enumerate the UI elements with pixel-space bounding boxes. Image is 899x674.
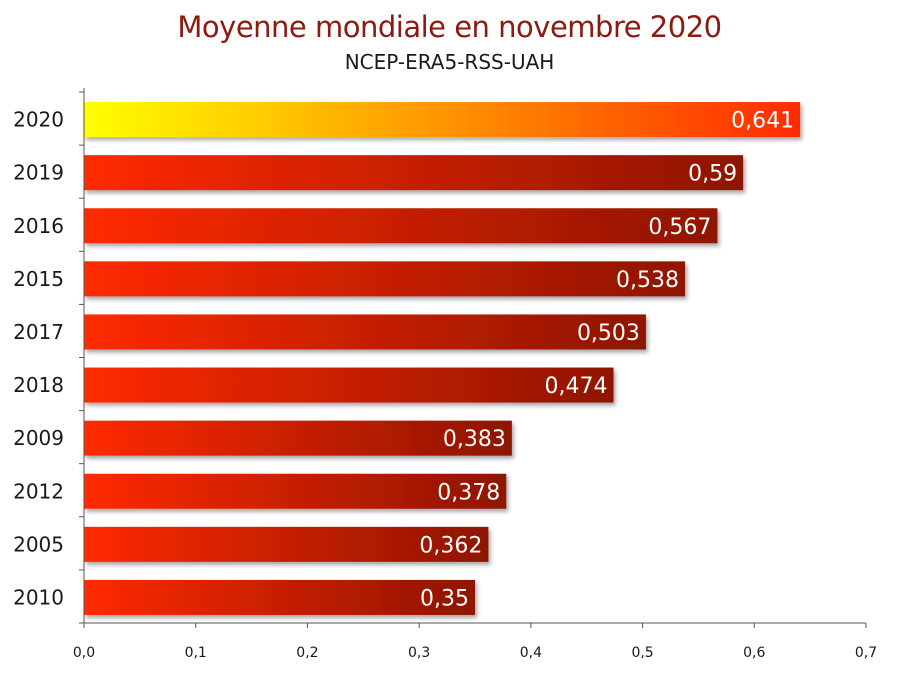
x-tick-label: 0,1 xyxy=(185,645,207,661)
bar-2005 xyxy=(84,526,489,562)
value-label-2019: 0,59 xyxy=(688,162,737,187)
category-label-2009: 2009 xyxy=(13,426,64,450)
chart-title: Moyenne mondiale en novembre 2020 xyxy=(177,10,722,44)
category-label-2020: 2020 xyxy=(13,108,64,132)
value-label-2015: 0,538 xyxy=(616,268,679,293)
value-label-2009: 0,383 xyxy=(443,427,506,452)
category-label-2015: 2015 xyxy=(13,267,64,291)
bar-2010 xyxy=(84,579,475,615)
value-label-2016: 0,567 xyxy=(648,215,711,240)
category-label-2010: 2010 xyxy=(13,585,64,609)
value-label-2012: 0,378 xyxy=(437,480,500,505)
value-label-2018: 0,474 xyxy=(545,374,608,399)
value-label-2010: 0,35 xyxy=(420,586,469,611)
x-tick-label: 0,5 xyxy=(631,645,653,661)
category-label-2016: 2016 xyxy=(13,214,64,238)
bar-2017 xyxy=(84,314,646,350)
value-label-2020: 0,641 xyxy=(731,109,794,134)
bar-2020 xyxy=(84,102,801,138)
x-tick-label: 0,2 xyxy=(296,645,318,661)
bar-2012 xyxy=(84,473,507,509)
x-tick-label: 0,0 xyxy=(73,645,95,661)
bar-2009 xyxy=(84,420,512,456)
category-label-2005: 2005 xyxy=(13,532,64,556)
bar-2016 xyxy=(84,208,718,244)
x-tick-label: 0,6 xyxy=(743,645,765,661)
value-label-2017: 0,503 xyxy=(577,321,640,346)
bar-2018 xyxy=(84,367,614,403)
x-tick-label: 0,3 xyxy=(408,645,430,661)
chart-subtitle: NCEP-ERA5-RSS-UAH xyxy=(344,50,555,74)
x-tick-label: 0,7 xyxy=(855,645,877,661)
category-label-2012: 2012 xyxy=(13,479,64,503)
category-label-2019: 2019 xyxy=(13,161,64,185)
category-label-2017: 2017 xyxy=(13,320,64,344)
x-tick-label: 0,4 xyxy=(520,645,542,661)
value-label-2005: 0,362 xyxy=(419,533,482,558)
bar-2015 xyxy=(84,261,686,297)
bar-2019 xyxy=(84,155,744,191)
category-label-2018: 2018 xyxy=(13,373,64,397)
